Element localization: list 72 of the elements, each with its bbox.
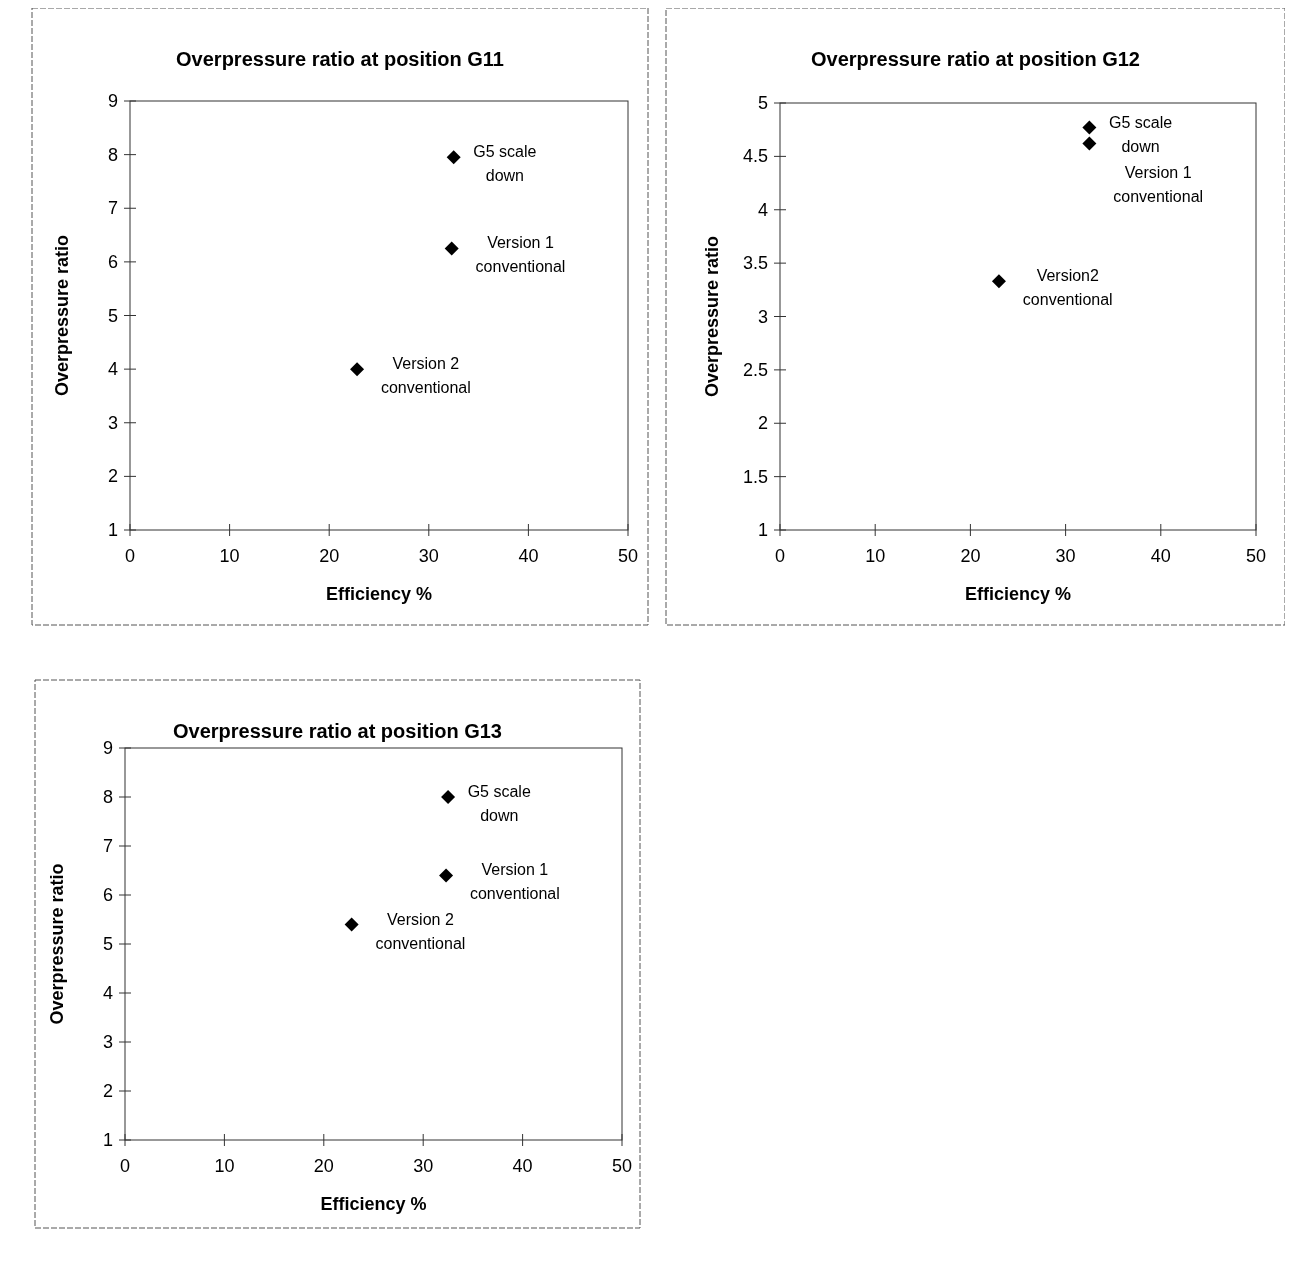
y-axis-title: Overpressure ratio	[702, 235, 722, 398]
y-tick-label: 1	[102, 1130, 113, 1150]
x-tick-label: 0	[119, 1156, 131, 1176]
chart-title: Overpressure ratio at position G13	[173, 720, 502, 742]
y-tick-label: 6	[102, 885, 113, 905]
x-tick-label: 30	[418, 546, 439, 566]
y-tick-label: 7	[102, 836, 113, 856]
point	[991, 274, 1006, 289]
x-tick-label: 10	[219, 546, 240, 566]
point	[344, 917, 359, 932]
y-tick-label: 3	[757, 306, 768, 327]
y-tick-label: 2.5	[742, 359, 768, 380]
point	[444, 241, 459, 256]
annotation: Version 1 conventional	[469, 861, 560, 903]
y-tick-label: 4	[107, 359, 118, 380]
x-tick-label: 20	[319, 546, 340, 566]
y-tick-label: 1	[107, 520, 118, 540]
y-axis-title: Overpressure ratio	[47, 863, 67, 1025]
y-tick-label: 4	[102, 983, 113, 1003]
x-tick-label: 30	[413, 1156, 434, 1176]
x-tick-label: 0	[124, 546, 136, 566]
point	[350, 362, 365, 377]
y-tick-label: 1.5	[742, 466, 768, 487]
annotation: Version 2 conventional	[375, 911, 466, 953]
y-tick-label: 2	[107, 466, 118, 487]
point	[1082, 136, 1097, 151]
x-tick-label: 0	[774, 546, 786, 566]
chart-title: Overpressure ratio at position G12	[811, 48, 1140, 70]
y-tick-label: 5	[757, 93, 768, 113]
x-tick-label: 30	[1055, 546, 1076, 566]
y-tick-label: 3.5	[742, 253, 768, 274]
annotation: G5 scale down	[1109, 113, 1173, 155]
x-tick-label: 40	[1150, 546, 1171, 566]
y-tick-label: 5	[107, 305, 118, 326]
y-tick-label: 9	[102, 738, 113, 758]
x-axis-title: Efficiency %	[320, 1194, 427, 1214]
y-tick-label: 4	[757, 199, 768, 220]
y-tick-label: 8	[102, 787, 113, 807]
y-tick-label: 9	[107, 91, 118, 111]
y-tick-label: 3	[102, 1032, 113, 1052]
x-tick-label: 50	[611, 1156, 633, 1176]
y-tick-label: 3	[107, 412, 118, 433]
x-tick-label: 10	[214, 1156, 235, 1176]
point	[439, 868, 454, 883]
x-tick-label: 20	[960, 546, 981, 566]
x-tick-label: 40	[512, 1156, 533, 1176]
y-tick-label: 7	[107, 198, 118, 219]
chart-title: Overpressure ratio at position G11	[176, 48, 504, 70]
y-tick-label: 1	[757, 520, 768, 540]
x-tick-label: 50	[617, 546, 639, 566]
point	[1082, 120, 1097, 135]
annotation: G5 scale down	[467, 783, 531, 824]
y-tick-label: 2	[102, 1081, 113, 1101]
x-tick-label: 40	[518, 546, 539, 566]
x-tick-label: 50	[1245, 546, 1267, 566]
annotation: G5 scale down	[473, 143, 537, 185]
point	[441, 790, 456, 804]
y-tick-label: 4.5	[742, 146, 768, 167]
y-tick-label: 2	[757, 413, 768, 434]
x-axis-title: Efficiency %	[964, 584, 1072, 604]
y-tick-label: 6	[107, 251, 118, 272]
y-tick-label: 5	[102, 934, 113, 954]
x-tick-label: 10	[865, 546, 886, 566]
y-axis-title: Overpressure ratio	[52, 234, 72, 397]
x-tick-label: 20	[313, 1156, 334, 1176]
annotation: Version 1 conventional	[475, 234, 566, 276]
y-tick-label: 8	[107, 144, 118, 165]
x-axis-title: Efficiency %	[325, 584, 433, 604]
annotation: Version 2 conventional	[380, 355, 471, 397]
point	[446, 150, 461, 165]
annotation: Version2 conventional	[1022, 267, 1113, 309]
annotation: Version 1 conventional	[1113, 163, 1204, 205]
